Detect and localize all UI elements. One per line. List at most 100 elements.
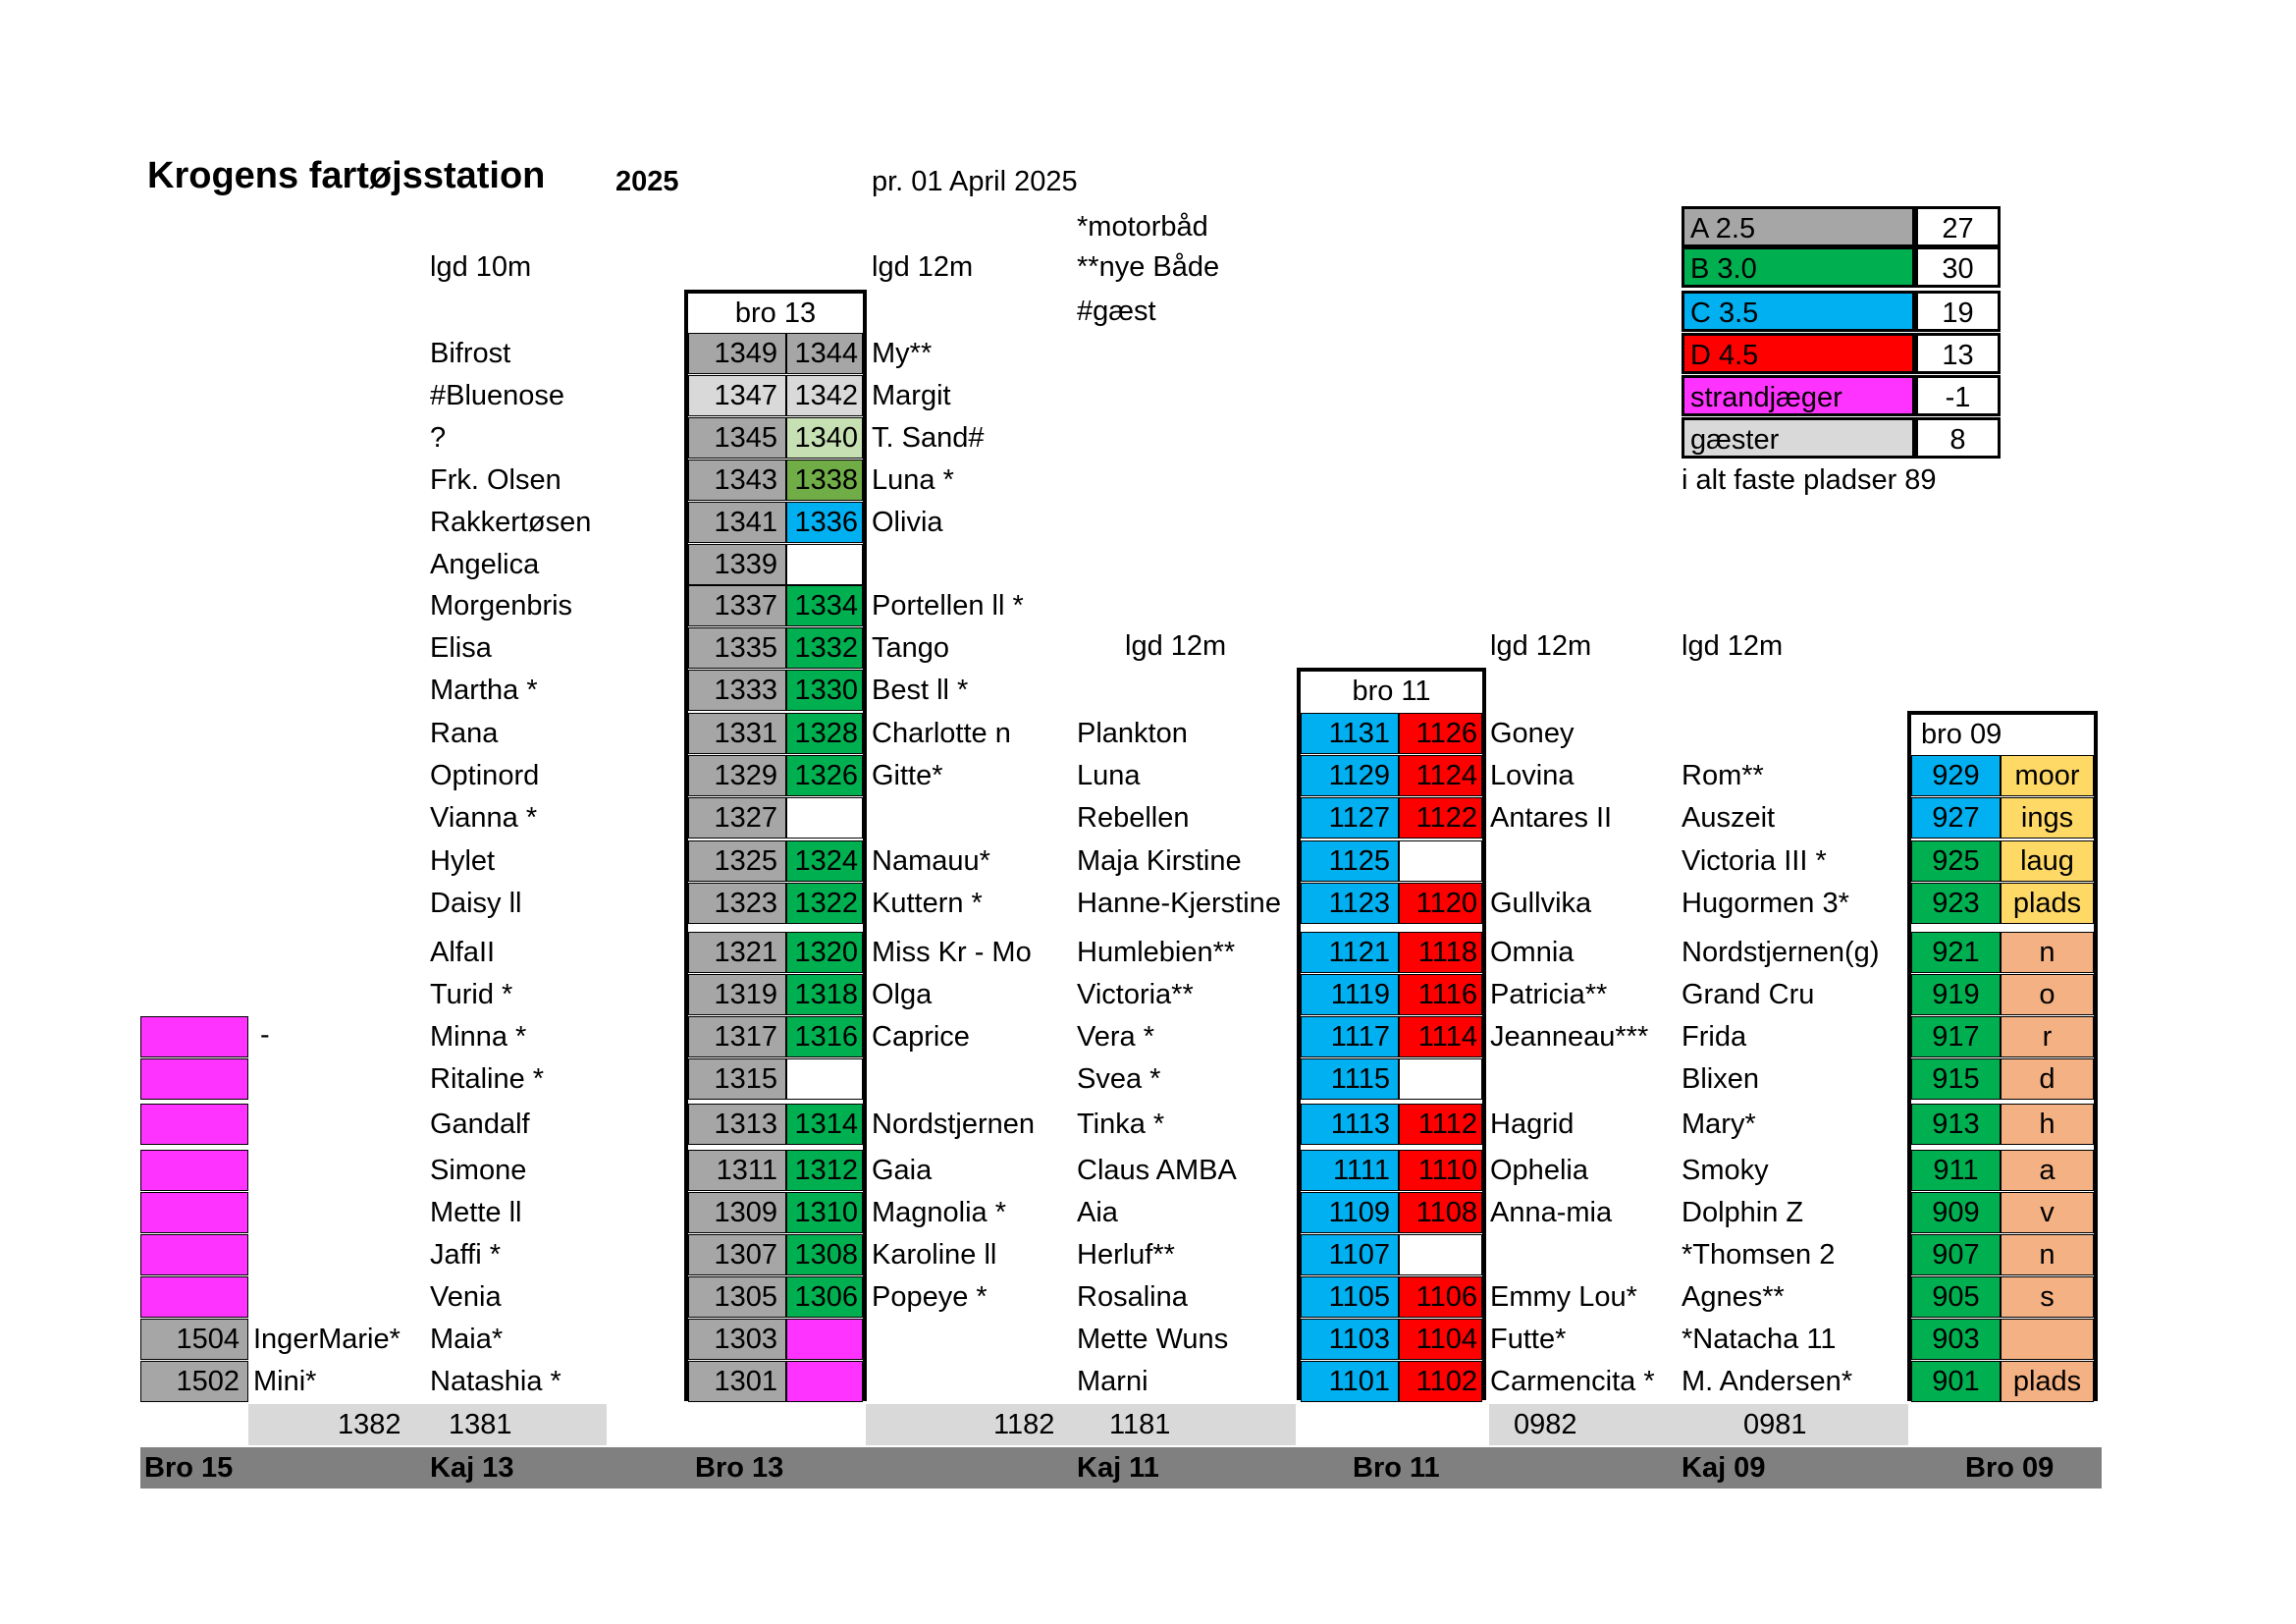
kaj13-boat-name: Turid * xyxy=(430,979,513,1010)
bro13-label: bro 13 xyxy=(688,294,863,335)
bro13-berth-left: 1327 xyxy=(688,797,786,839)
kaj11-boat-name: Mette Wuns xyxy=(1077,1324,1229,1355)
bro11-berth-left: 1121 xyxy=(1301,932,1399,973)
kaj13-boat-name: Angelica xyxy=(430,549,540,580)
bro13-berth-right xyxy=(786,1361,863,1402)
bro13-boat-name: Gaia xyxy=(872,1155,933,1186)
kaj09-boat-name: Smoky xyxy=(1682,1155,1769,1186)
bro13-boat-name: Olivia xyxy=(872,507,943,538)
bro11-berth-left: 1125 xyxy=(1301,840,1399,882)
kaj09-boat-name: *Natacha 11 xyxy=(1682,1324,1837,1355)
bro13-berth-right: 1334 xyxy=(786,585,863,626)
bro13-berth-right: 1338 xyxy=(786,460,863,501)
lgd-kaj13: lgd 10m xyxy=(430,251,532,283)
bro11-berth-right xyxy=(1399,1234,1482,1275)
footer-label: Kaj 11 xyxy=(1077,1452,1159,1484)
bro13-boat-name: Best ll * xyxy=(872,675,969,706)
bro15-strandjaeger-cell xyxy=(140,1104,248,1145)
bro13-berth-left: 1315 xyxy=(688,1058,786,1100)
bro13-berth-right: 1308 xyxy=(786,1234,863,1275)
bro11-berth-left: 1117 xyxy=(1301,1016,1399,1057)
bro11-boat-name: Ophelia xyxy=(1490,1155,1588,1186)
bro13-berth-left: 1313 xyxy=(688,1104,786,1145)
bro13-berth-left: 1307 xyxy=(688,1234,786,1275)
bro15-berth-number: 1504 xyxy=(140,1319,248,1360)
bro13-berth-right xyxy=(786,1058,863,1100)
bro11-berth-left: 1101 xyxy=(1301,1361,1399,1402)
bro13-boat-name: Miss Kr - Mo xyxy=(872,937,1032,968)
legend-count: 8 xyxy=(1915,417,2001,459)
bro09-side-label: plads xyxy=(2001,883,2094,924)
bro11-berth-left: 1111 xyxy=(1301,1150,1399,1191)
kaj13-boat-name: Vianna * xyxy=(430,802,538,834)
kaj09-boat-name: M. Andersen* xyxy=(1682,1366,1853,1397)
legend-label: C 3.5 xyxy=(1682,291,1915,332)
bro09-side-label: h xyxy=(2001,1104,2094,1145)
bro15-berth-number: 1502 xyxy=(140,1361,248,1402)
bro09-berth-number: 909 xyxy=(1911,1192,2001,1233)
bro09-side-label: plads xyxy=(2001,1361,2094,1402)
bro13-berth-left: 1341 xyxy=(688,502,786,543)
bro11-berth-right: 1102 xyxy=(1399,1361,1482,1402)
bro09-side-label: v xyxy=(2001,1192,2094,1233)
bro11-berth-right: 1120 xyxy=(1399,883,1482,924)
band-1382: 1382 xyxy=(338,1409,401,1440)
bro11-berth-right xyxy=(1399,1058,1482,1100)
kaj13-boat-name: ? xyxy=(430,422,447,454)
kaj11-boat-name: Tinka * xyxy=(1077,1109,1165,1140)
kaj13-boat-name: Optinord xyxy=(430,760,540,791)
kaj09-boat-name: Mary* xyxy=(1682,1109,1756,1140)
bro13-berth-left: 1335 xyxy=(688,627,786,669)
bro13-berth-right: 1324 xyxy=(786,840,863,882)
bro11-berth-left: 1115 xyxy=(1301,1058,1399,1100)
bro13-boat-name: Caprice xyxy=(872,1021,970,1053)
bro13-berth-left: 1349 xyxy=(688,333,786,374)
kaj11-boat-name: Hanne-Kjerstine xyxy=(1077,888,1281,919)
bro11-boat-name: Lovina xyxy=(1490,760,1575,791)
kaj09-boat-name: Dolphin Z xyxy=(1682,1197,1804,1228)
bro13-berth-left: 1333 xyxy=(688,670,786,711)
bro11-berth-right: 1104 xyxy=(1399,1319,1482,1360)
footer-label: Bro 11 xyxy=(1353,1452,1440,1484)
bro13-boat-name: Kuttern * xyxy=(872,888,983,919)
band-0981: 0981 xyxy=(1743,1409,1807,1440)
bro11-boat-name: Hagrid xyxy=(1490,1109,1575,1140)
kaj13-boat-name: Venia xyxy=(430,1281,502,1313)
bro13-berth-right: 1306 xyxy=(786,1276,863,1318)
bro15-strandjaeger-cell xyxy=(140,1234,248,1275)
bro15-dash: - xyxy=(260,1019,270,1051)
kaj13-boat-name: Maia* xyxy=(430,1324,504,1355)
kaj11-boat-name: Vera * xyxy=(1077,1021,1154,1053)
legend-count: 30 xyxy=(1915,246,2001,288)
footer-label: Kaj 13 xyxy=(430,1452,514,1484)
note-guest: #gæst xyxy=(1077,296,1156,327)
band-1182: 1182 xyxy=(993,1409,1055,1440)
footer-bar xyxy=(140,1447,2102,1489)
kaj13-band xyxy=(248,1404,607,1445)
kaj13-boat-name: Morgenbris xyxy=(430,590,573,622)
legend-count: 27 xyxy=(1915,206,2001,247)
kaj11-boat-name: Rosalina xyxy=(1077,1281,1188,1313)
bro13-berth-right: 1312 xyxy=(786,1150,863,1191)
bro09-side-label: laug xyxy=(2001,840,2094,882)
bro13-berth-left: 1323 xyxy=(688,883,786,924)
bro13-boat-name: T. Sand# xyxy=(872,422,985,454)
legend-label: gæster xyxy=(1682,417,1915,459)
bro13-boat-name: Magnolia * xyxy=(872,1197,1007,1228)
bro09-berth-number: 915 xyxy=(1911,1058,2001,1100)
bro09-berth-number: 917 xyxy=(1911,1016,2001,1057)
bro09-side-label: r xyxy=(2001,1016,2094,1057)
kaj11-boat-name: Aia xyxy=(1077,1197,1118,1228)
bro13-berth-right xyxy=(786,797,863,839)
kaj11-band xyxy=(866,1404,1296,1445)
bro15-boat-name: Mini* xyxy=(253,1366,317,1397)
band-1381: 1381 xyxy=(449,1409,512,1440)
bro13-berth-right: 1344 xyxy=(786,333,863,374)
bro09-side-label: moor xyxy=(2001,755,2094,796)
bro11-berth-right: 1126 xyxy=(1399,713,1482,754)
bro11-berth-right: 1122 xyxy=(1399,797,1482,839)
bro11-berth-left: 1107 xyxy=(1301,1234,1399,1275)
bro13-berth-left: 1329 xyxy=(688,755,786,796)
bro11-boat-name: Jeanneau*** xyxy=(1490,1021,1649,1053)
kaj13-boat-name: Minna * xyxy=(430,1021,527,1053)
